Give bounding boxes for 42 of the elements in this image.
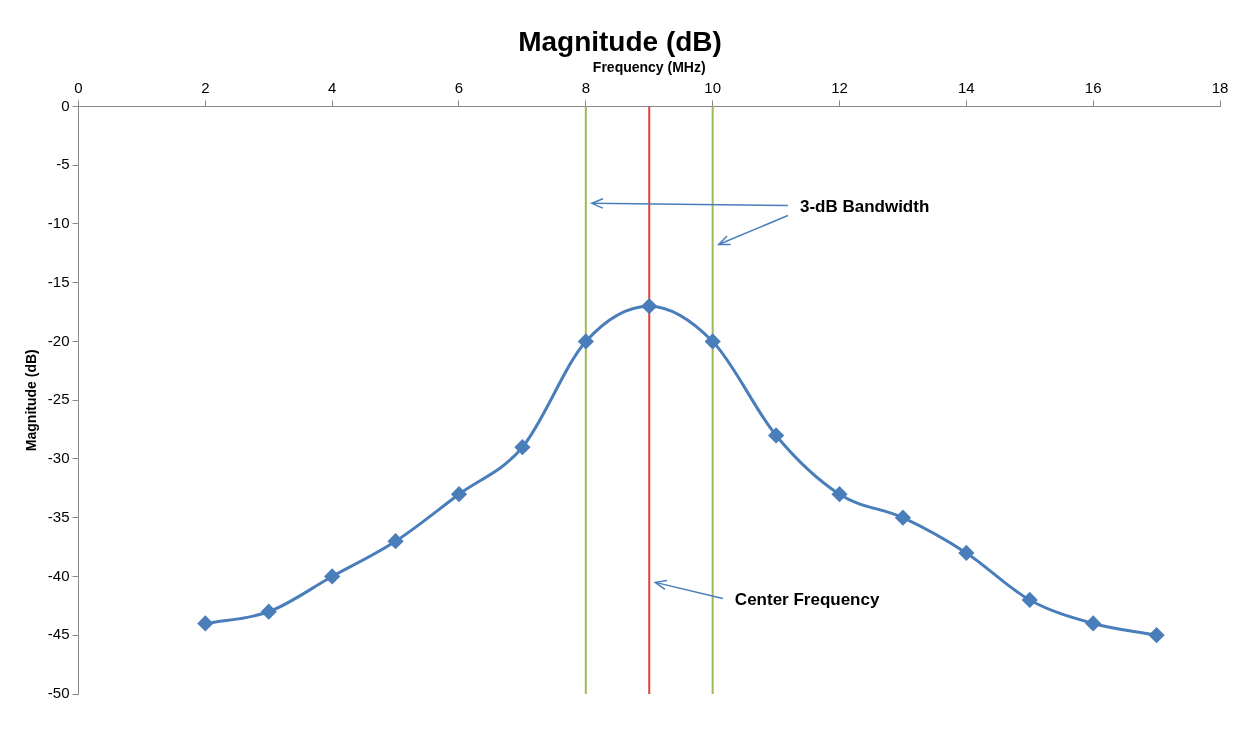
x-tick-label: 10: [704, 78, 721, 96]
y-tick-label: -30: [47, 449, 70, 467]
y-tick-label: -40: [47, 566, 70, 584]
point: [958, 545, 974, 561]
point: [705, 333, 721, 349]
x-tick-label: 2: [201, 78, 210, 96]
x-tick-label: 4: [327, 78, 337, 96]
point: [451, 486, 467, 502]
x-tick-label: 16: [1084, 78, 1102, 96]
x-tick-label: 18: [1211, 78, 1229, 96]
point: [514, 439, 530, 455]
point: [324, 568, 340, 584]
annotation: Center Frequency: [734, 590, 880, 610]
y-tick-label: -35: [47, 507, 70, 525]
point: [1022, 592, 1038, 608]
point: [895, 510, 911, 526]
y-tick-label: 0: [61, 96, 70, 114]
annotation: 3-dB Bandwidth: [799, 197, 930, 217]
y-tick-label: -15: [47, 272, 70, 290]
point: [197, 615, 213, 631]
x-axis-title: Frequency (MHz): [592, 58, 706, 75]
chart-title: Magnitude (dB): [518, 25, 722, 57]
y-axis-title: Magnitude (dB): [23, 349, 40, 452]
y-tick-label: -5: [56, 155, 70, 173]
point: [1085, 615, 1101, 631]
x-tick-label: 6: [454, 78, 464, 96]
y-tick-label: -25: [47, 390, 70, 408]
y-tick-label: -10: [47, 214, 70, 232]
x-tick-label: 8: [581, 78, 590, 96]
x-tick-label: 12: [831, 78, 848, 96]
y-tick-label: -45: [47, 625, 70, 643]
x-tick-label: 0: [74, 78, 83, 96]
point: [388, 533, 404, 549]
y-tick-label: -20: [47, 331, 70, 349]
point: [1149, 627, 1165, 643]
point: [831, 486, 847, 502]
point: [768, 427, 784, 443]
x-tick-label: 14: [957, 78, 975, 96]
point: [641, 298, 657, 314]
point: [261, 604, 277, 620]
y-tick-label: -50: [47, 684, 70, 702]
point: [578, 333, 594, 349]
